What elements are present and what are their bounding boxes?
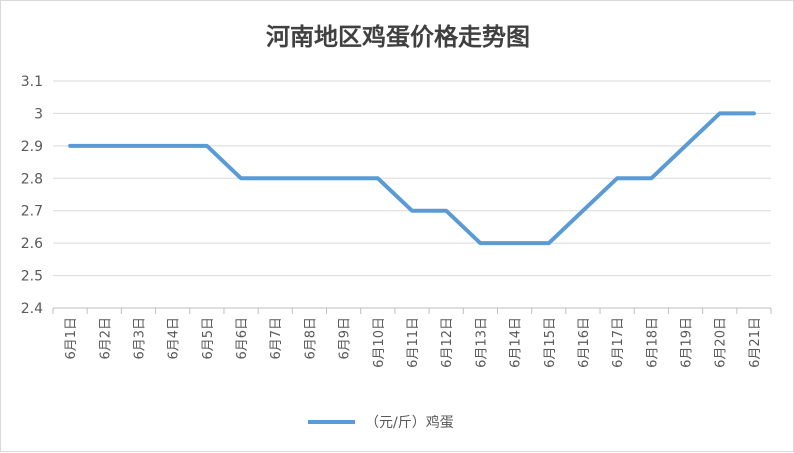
- data-point: [514, 242, 516, 244]
- x-tick-label: 6月11日: [406, 317, 421, 368]
- x-tick-label: 6月12日: [440, 317, 455, 368]
- data-point: [274, 177, 276, 179]
- data-point: [445, 210, 447, 212]
- data-point: [103, 145, 105, 147]
- x-axis: 6月1日 6月2日 6月3日 6月4日 6月5日 6月6日 6月7日 6月8日 6月9日 6月10…: [52, 307, 772, 368]
- data-point: [343, 177, 345, 179]
- y-tick-label: 2.6: [21, 236, 43, 252]
- data-point: [685, 145, 687, 147]
- y-tick-label: 3.1: [21, 74, 43, 90]
- data-point: [753, 112, 755, 114]
- data-point: [411, 210, 413, 212]
- data-point: [172, 145, 174, 147]
- y-axis-ticks: 2.4 2.5 2.6 2.7 2.8 2.9 3 3.1: [21, 74, 43, 317]
- chart-title: 河南地区鸡蛋价格走势图: [266, 23, 530, 51]
- data-point: [377, 177, 379, 179]
- y-tick-label: 2.4: [21, 301, 43, 317]
- legend: （元/斤）鸡蛋: [308, 414, 454, 431]
- x-tick-label: 6月10日: [372, 317, 387, 368]
- y-tick-label: 2.9: [21, 139, 43, 155]
- data-point: [308, 177, 310, 179]
- x-tick-label: 6月20日: [714, 317, 729, 368]
- data-point: [206, 145, 208, 147]
- data-point: [240, 177, 242, 179]
- x-tick-label: 6月6日: [235, 317, 250, 360]
- y-tick-label: 2.7: [21, 204, 43, 220]
- x-tick-label: 6月16日: [577, 317, 592, 368]
- x-tick-label: 6月4日: [167, 317, 182, 360]
- x-tick-label: 6月9日: [338, 317, 353, 360]
- x-tick-label: 6月8日: [303, 317, 318, 360]
- data-point: [719, 112, 721, 114]
- gridlines: [53, 80, 771, 309]
- x-tick-label: 6月21日: [748, 317, 763, 368]
- x-tick-label: 6月5日: [201, 317, 216, 360]
- data-point: [69, 145, 71, 147]
- y-tick-label: 2.8: [21, 171, 43, 187]
- x-tick-label: 6月14日: [509, 317, 524, 368]
- x-tick-label: 6月17日: [611, 317, 626, 368]
- x-tick-label: 6月19日: [680, 317, 695, 368]
- y-tick-label: 2.5: [21, 269, 43, 285]
- legend-label: （元/斤）鸡蛋: [365, 414, 454, 431]
- x-tick-label: 6月2日: [98, 317, 113, 360]
- data-point: [582, 210, 584, 212]
- x-tick-label: 6月7日: [269, 317, 284, 360]
- y-tick-label: 3: [34, 106, 43, 122]
- x-tick-label: 6月15日: [543, 317, 558, 368]
- data-point: [616, 177, 618, 179]
- data-point: [137, 145, 139, 147]
- data-point: [479, 242, 481, 244]
- data-point: [548, 242, 550, 244]
- data-point: [650, 177, 652, 179]
- x-tick-label: 6月3日: [132, 317, 147, 360]
- x-tick-label: 6月18日: [645, 317, 660, 368]
- series-layer: [68, 111, 756, 246]
- x-tick-label: 6月13日: [474, 317, 489, 368]
- x-tick-label: 6月1日: [64, 317, 79, 360]
